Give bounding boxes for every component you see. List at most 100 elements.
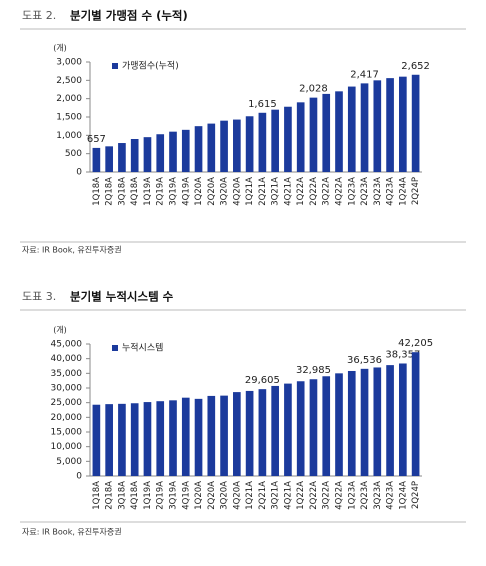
bar xyxy=(207,395,216,476)
x-tick-label: 3Q21A xyxy=(271,481,281,510)
bar xyxy=(181,129,190,172)
x-tick-label: 1Q22A xyxy=(296,481,306,510)
bar xyxy=(347,370,356,476)
x-tick-label: 1Q22A xyxy=(296,177,306,206)
unit-label: (개) xyxy=(53,325,67,335)
legend-label: 누적시스템 xyxy=(122,342,163,354)
legend-swatch xyxy=(112,63,118,69)
source: 자료: IR Book, 유진투자증권 xyxy=(22,245,122,255)
data-label: 36,536 xyxy=(347,355,382,366)
x-tick-label: 3Q18A xyxy=(117,481,127,510)
x-tick-label: 2Q24P xyxy=(411,177,421,205)
x-tick-label: 3Q22A xyxy=(322,177,332,206)
legend-swatch xyxy=(112,345,118,351)
bar xyxy=(233,119,241,172)
bar xyxy=(92,147,101,172)
y-tick-label: 0 xyxy=(76,168,82,178)
bar xyxy=(118,403,126,476)
x-tick-label: 3Q20A xyxy=(220,177,230,206)
x-tick-label: 4Q19A xyxy=(181,481,191,510)
x-tick-label: 2Q23A xyxy=(360,481,370,510)
bar xyxy=(399,76,407,172)
bar xyxy=(271,109,279,172)
bar xyxy=(169,131,177,172)
x-tick-label: 3Q20A xyxy=(220,481,230,510)
y-tick-label: 20,000 xyxy=(51,413,83,423)
bar xyxy=(296,102,305,172)
y-tick-label: 0 xyxy=(76,472,82,482)
bar xyxy=(335,91,343,172)
y-tick-label: 2,500 xyxy=(56,76,82,86)
data-label: 42,205 xyxy=(398,338,433,349)
y-tick-label: 40,000 xyxy=(51,354,83,364)
x-tick-label: 2Q22A xyxy=(309,481,319,510)
y-tick-label: 1,500 xyxy=(56,113,82,123)
x-tick-label: 3Q22A xyxy=(322,481,332,510)
x-tick-label: 4Q20A xyxy=(232,177,242,206)
bar xyxy=(156,134,165,172)
chart-title: 분기별 누적시스템 수 xyxy=(70,290,174,304)
source: 자료: IR Book, 유진투자증권 xyxy=(22,527,122,537)
bar xyxy=(322,376,331,476)
bar xyxy=(143,137,152,172)
bar xyxy=(105,404,113,476)
bar xyxy=(386,78,394,172)
bar xyxy=(258,389,267,476)
bar xyxy=(233,392,241,476)
x-tick-label: 4Q23A xyxy=(386,177,396,206)
figure-number: 도표 2. xyxy=(22,9,56,22)
x-tick-label: 3Q19A xyxy=(169,177,179,206)
x-tick-label: 1Q21A xyxy=(245,481,255,510)
x-tick-label: 3Q19A xyxy=(169,481,179,510)
y-tick-label: 25,000 xyxy=(51,398,83,408)
bar xyxy=(309,379,318,476)
bar xyxy=(309,97,318,172)
x-tick-label: 3Q23A xyxy=(373,481,383,510)
bar xyxy=(118,143,126,172)
chart-title: 분기별 가맹점 수 (누적) xyxy=(70,9,188,23)
x-tick-label: 3Q23A xyxy=(373,177,383,206)
x-tick-label: 3Q18A xyxy=(117,177,127,206)
bar xyxy=(284,106,292,172)
x-tick-label: 4Q22A xyxy=(335,177,345,206)
x-tick-label: 2Q22A xyxy=(309,177,319,206)
x-tick-label: 4Q18A xyxy=(130,481,140,510)
data-label: 2,652 xyxy=(401,61,430,72)
bar xyxy=(399,363,407,476)
bar xyxy=(130,139,139,172)
x-tick-label: 1Q21A xyxy=(245,177,255,206)
y-tick-label: 5,000 xyxy=(56,457,82,467)
bar xyxy=(181,397,190,476)
bar xyxy=(347,86,356,172)
y-tick-label: 500 xyxy=(65,149,82,159)
y-tick-label: 10,000 xyxy=(51,442,83,452)
bar xyxy=(411,352,420,476)
y-tick-label: 2,000 xyxy=(56,94,82,104)
y-tick-label: 45,000 xyxy=(51,340,83,350)
data-label: 32,985 xyxy=(296,365,331,376)
x-tick-label: 4Q19A xyxy=(181,177,191,206)
bar xyxy=(130,403,139,476)
bar xyxy=(143,402,152,476)
x-tick-label: 4Q20A xyxy=(232,481,242,510)
x-tick-label: 1Q24A xyxy=(398,177,408,206)
bar xyxy=(386,365,394,476)
x-tick-label: 4Q21A xyxy=(283,481,293,510)
x-tick-label: 1Q18A xyxy=(92,481,102,510)
data-label: 657 xyxy=(87,134,106,145)
x-tick-label: 1Q20A xyxy=(194,177,204,206)
bar xyxy=(207,123,216,172)
bar xyxy=(373,367,382,476)
bar xyxy=(220,120,228,172)
y-tick-label: 30,000 xyxy=(51,384,83,394)
x-tick-label: 3Q21A xyxy=(271,177,281,206)
x-tick-label: 2Q20A xyxy=(207,177,217,206)
bar xyxy=(105,146,113,172)
x-tick-label: 1Q19A xyxy=(143,481,153,510)
x-tick-label: 1Q18A xyxy=(92,177,102,206)
y-tick-label: 3,000 xyxy=(56,58,82,68)
x-tick-label: 1Q23A xyxy=(347,177,357,206)
bar xyxy=(169,400,177,476)
x-tick-label: 2Q24P xyxy=(411,481,421,509)
bar xyxy=(258,112,267,172)
